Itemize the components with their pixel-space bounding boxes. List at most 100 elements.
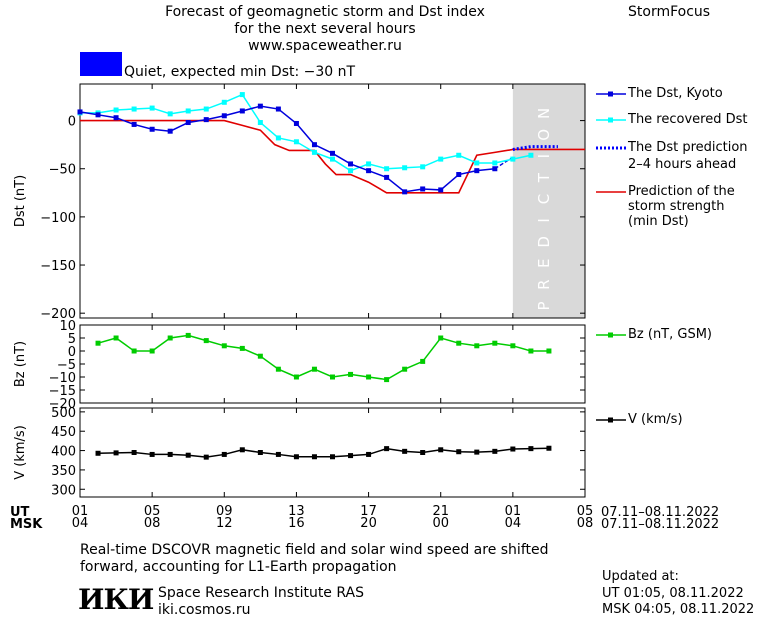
- y-tick-label: −20: [49, 397, 76, 412]
- dst-kyoto-point: [95, 112, 101, 118]
- recovered-dst-point: [474, 160, 480, 166]
- dst-kyoto-point: [293, 120, 299, 126]
- bz-point: [384, 377, 390, 383]
- y-tick-label: −50: [49, 163, 76, 178]
- prediction-label-letter: I: [535, 218, 553, 222]
- recovered-dst-point: [438, 156, 444, 162]
- bz-point: [185, 332, 191, 338]
- iki-logo: ИКИ: [78, 583, 154, 616]
- msk-date-range: 07.11–08.11.2022: [601, 517, 720, 532]
- dst-kyoto-point: [203, 117, 209, 123]
- y-axis-label: Bz (nT): [13, 341, 28, 387]
- solar-wind-speed-point: [456, 449, 462, 455]
- y-tick-label: −150: [40, 259, 76, 274]
- panel-frame: [79, 324, 586, 404]
- solar-wind-speed-point: [221, 451, 227, 457]
- ut-tick-label: 01: [72, 504, 89, 519]
- msk-tick-label: 16: [288, 516, 305, 531]
- dst-kyoto-point: [456, 172, 462, 178]
- bz-point: [474, 343, 480, 349]
- prediction-label-letter: E: [535, 258, 553, 267]
- solar-wind-speed-line: [98, 447, 549, 458]
- solar-wind-speed-point: [420, 450, 426, 455]
- recovered-dst-point: [167, 111, 173, 117]
- y-tick-label: −100: [40, 211, 76, 226]
- y-tick-label: −15: [49, 384, 76, 399]
- bz-point: [402, 366, 408, 372]
- legend-bz: Bz (nT, GSM): [628, 327, 713, 342]
- bz-point: [366, 374, 372, 380]
- solar-wind-speed-point: [546, 445, 552, 451]
- bz-point: [492, 340, 498, 346]
- solar-wind-speed-point: [311, 454, 317, 460]
- bz-point: [456, 340, 462, 346]
- recovered-dst-point: [330, 156, 335, 162]
- dst-kyoto-point: [492, 166, 498, 172]
- dst-kyoto-point: [366, 168, 372, 174]
- bz-point: [95, 340, 101, 346]
- prediction-label-letter: D: [535, 236, 553, 248]
- msk-tick-label: 04: [72, 516, 89, 531]
- y-tick-label: 400: [51, 445, 76, 460]
- prediction-label-letter: P: [535, 301, 553, 310]
- msk-tick-label: 04: [505, 516, 522, 531]
- dst-kyoto-point: [402, 189, 408, 195]
- prediction-label-letter: R: [535, 279, 553, 289]
- recovered-dst-point: [492, 160, 498, 166]
- bz-point: [528, 348, 534, 354]
- dst-kyoto-point: [77, 109, 83, 115]
- solar-wind-speed-point: [203, 454, 209, 460]
- bz-point: [131, 348, 137, 354]
- dst-kyoto-point: [149, 126, 155, 132]
- bz-point: [221, 343, 227, 349]
- legend-strength-line2: storm strength: [628, 199, 725, 214]
- ut-date-range: 07.11–08.11.2022: [601, 505, 720, 520]
- dst-prediction-line: [512, 145, 558, 151]
- recovered-dst-point: [113, 107, 119, 113]
- chart-title-line2: for the next several hours: [234, 21, 416, 37]
- legend-strength-line1: Prediction of the: [628, 184, 735, 199]
- recovered-dst-point: [239, 92, 245, 98]
- chart-title-line1: Forecast of geomagnetic storm and Dst in…: [165, 4, 485, 20]
- recovered-dst-point: [293, 139, 299, 145]
- solar-wind-speed-point: [167, 451, 173, 457]
- institute-url[interactable]: iki.cosmos.ru: [158, 602, 251, 618]
- prediction-label-letter: I: [535, 154, 553, 158]
- bz-point: [311, 366, 317, 372]
- solar-wind-speed-point: [384, 446, 390, 452]
- ut-tick-label: 13: [288, 504, 305, 519]
- y-tick-label: 300: [51, 483, 76, 498]
- y-tick-label: 0: [68, 345, 76, 360]
- dst-kyoto-line: [79, 105, 495, 193]
- dst-kyoto-point: [221, 113, 227, 119]
- dst-kyoto-point: [330, 150, 335, 156]
- solar-wind-speed-point: [113, 450, 119, 456]
- dst-kyoto-point: [348, 161, 354, 167]
- msk-label: MSK: [10, 517, 43, 532]
- dst-kyoto-point: [131, 121, 137, 127]
- solar-wind-speed-point: [95, 450, 101, 456]
- recovered-dst-point: [456, 152, 462, 158]
- updated-ut: UT 01:05, 08.11.2022: [602, 586, 744, 601]
- solar-wind-speed-point: [510, 446, 516, 452]
- prediction-label-letter: N: [535, 108, 553, 119]
- recovered-dst-point: [221, 99, 227, 105]
- legend-dst-kyoto: The Dst, Kyoto: [628, 86, 723, 101]
- site-link[interactable]: www.spaceweather.ru: [248, 38, 402, 54]
- solar-wind-speed-point: [239, 447, 245, 453]
- recovered-dst-line: [80, 93, 532, 172]
- bz-point: [438, 335, 444, 341]
- recovered-dst-point: [510, 156, 516, 162]
- legend-recovered-sample-marker: [608, 117, 613, 123]
- storm-strength-line: [80, 119, 585, 194]
- panel-frame: [79, 407, 586, 498]
- dst-kyoto-point: [438, 187, 444, 193]
- bz-point: [167, 335, 173, 341]
- y-tick-label: 10: [59, 319, 76, 334]
- recovered-dst-point: [203, 106, 209, 112]
- solar-wind-speed-point: [257, 450, 263, 455]
- bz-point: [510, 343, 516, 349]
- recovered-dst-point: [348, 168, 354, 174]
- solar-wind-speed-point: [528, 446, 534, 452]
